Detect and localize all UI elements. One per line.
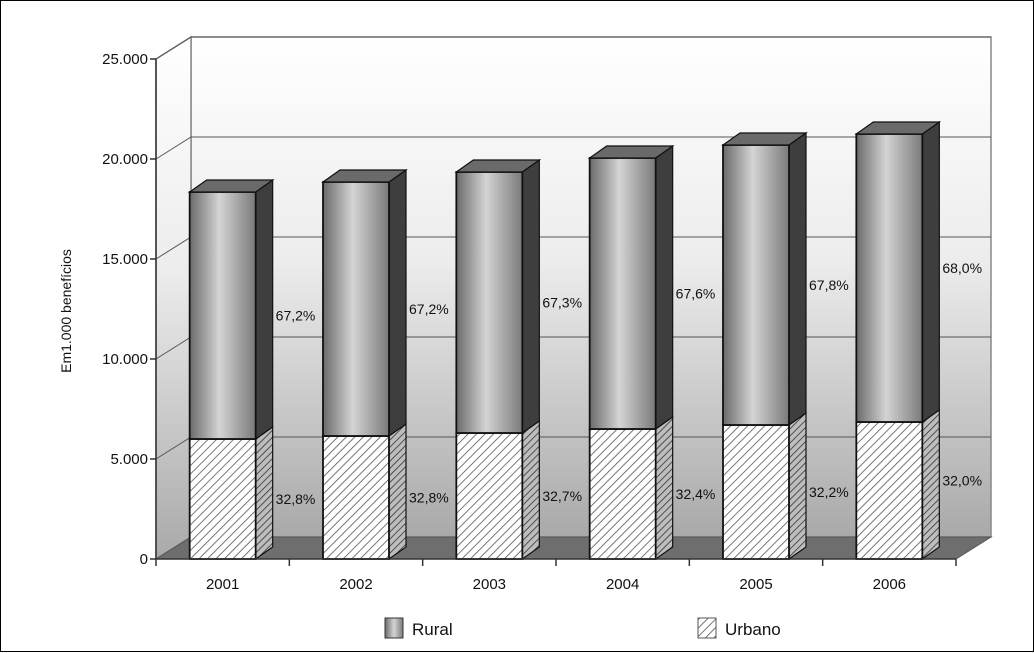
y-tick-label: 15.000 bbox=[102, 251, 148, 268]
bar-rural-top bbox=[321, 169, 408, 183]
bar-rural bbox=[588, 157, 657, 430]
side-wall bbox=[155, 35, 192, 561]
bar-urbano bbox=[455, 432, 524, 560]
bars bbox=[187, 120, 942, 561]
data-label-rural: 68,0% bbox=[942, 260, 982, 276]
data-label-rural: 67,2% bbox=[276, 308, 316, 324]
data-label-rural: 67,3% bbox=[542, 295, 582, 311]
legend-swatch-rural bbox=[384, 617, 404, 639]
data-label-urbano: 32,0% bbox=[942, 473, 982, 489]
legend-swatch-urbano bbox=[697, 617, 717, 639]
y-tick-label: 10.000 bbox=[102, 351, 148, 368]
data-label-rural: 67,8% bbox=[809, 277, 849, 293]
bar-urbano-side bbox=[655, 415, 674, 561]
bar-rural bbox=[855, 133, 924, 423]
bar-rural-side bbox=[521, 158, 540, 435]
y-tick-label: 0 bbox=[140, 551, 148, 568]
bar-urbano-side bbox=[788, 411, 807, 561]
bar-rural-top bbox=[187, 179, 275, 193]
data-label-urbano: 32,8% bbox=[409, 490, 449, 506]
bar-rural-side bbox=[788, 131, 807, 427]
bar-rural-side bbox=[388, 168, 407, 438]
bar-urbano-side bbox=[921, 408, 940, 561]
bar-rural-side bbox=[655, 144, 674, 431]
y-axis-title: Em1.000 benefícios bbox=[58, 249, 74, 373]
legend: Rural Urbano bbox=[384, 617, 781, 639]
y-tick-label: 25.000 bbox=[102, 51, 148, 68]
bar-urbano bbox=[855, 421, 924, 560]
x-tick-label: 2004 bbox=[606, 576, 639, 593]
bar-rural-top bbox=[454, 159, 542, 173]
legend-label-rural: Rural bbox=[412, 620, 453, 639]
data-label-rural: 67,2% bbox=[409, 301, 449, 317]
x-axis: 2001 2002 2003 2004 2005 2006 bbox=[155, 558, 957, 593]
bar-urbano-side bbox=[388, 422, 407, 561]
x-tick-label: 2005 bbox=[739, 576, 772, 593]
bar-urbano bbox=[322, 435, 390, 560]
bar-urbano bbox=[188, 438, 257, 560]
data-labels: 67,2% 32,8% 67,2% 32,8% 67,3% 32,7% 67,6% 32,4%… bbox=[276, 260, 982, 507]
gridline bbox=[155, 36, 991, 60]
bar-rural-top bbox=[854, 121, 942, 135]
bar-rural-top bbox=[721, 132, 808, 146]
bar-rural-side bbox=[255, 178, 274, 441]
y-tick-label: 20.000 bbox=[102, 151, 148, 168]
data-label-rural: 67,6% bbox=[676, 286, 716, 302]
x-tick-label: 2003 bbox=[473, 576, 506, 593]
bar-rural-top bbox=[587, 145, 675, 159]
bar-rural bbox=[455, 171, 524, 434]
bar-urbano bbox=[722, 424, 790, 560]
bar-rural bbox=[188, 191, 257, 440]
bar-rural-side bbox=[921, 120, 940, 424]
bar-urbano-side bbox=[521, 419, 540, 561]
bar-rural bbox=[322, 181, 390, 437]
data-label-urbano: 32,7% bbox=[542, 488, 582, 504]
y-axis: 0 5.000 10.000 15.000 20.000 25.000 bbox=[102, 51, 157, 568]
legend-label-urbano: Urbano bbox=[725, 620, 781, 639]
bar-urbano-side bbox=[255, 425, 274, 561]
data-label-urbano: 32,2% bbox=[809, 484, 849, 500]
x-tick-label: 2001 bbox=[206, 576, 239, 593]
bar-rural bbox=[722, 144, 790, 426]
data-label-urbano: 32,8% bbox=[276, 491, 316, 507]
bar-urbano bbox=[588, 428, 657, 560]
y-tick-label: 5.000 bbox=[110, 451, 148, 468]
data-label-urbano: 32,4% bbox=[676, 486, 716, 502]
gridline bbox=[155, 136, 991, 160]
x-tick-label: 2002 bbox=[339, 576, 372, 593]
x-tick-label: 2006 bbox=[873, 576, 906, 593]
